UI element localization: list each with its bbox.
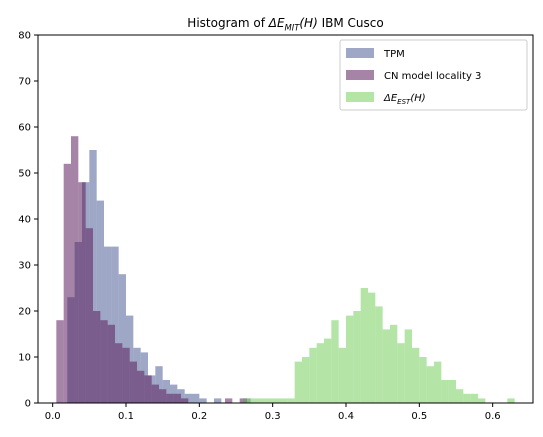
bar-series2-bin5 xyxy=(280,398,288,403)
bar-series2-bin8 xyxy=(302,357,310,403)
y-tick-label: 30 xyxy=(18,261,31,272)
y-axis: 0 10 20 30 40 50 60 70 80 xyxy=(18,31,38,410)
bar-series0-bin6 xyxy=(96,200,104,403)
bar-series1-bin4 xyxy=(85,228,93,403)
bar-series2-bin27 xyxy=(441,380,449,403)
legend-label: CN model locality 3 xyxy=(384,71,481,82)
bar-series1-bin7 xyxy=(107,324,115,403)
bar-series2-bin28 xyxy=(448,380,456,403)
bar-series2-bin24 xyxy=(419,357,427,403)
y-tick-label: 10 xyxy=(18,353,31,364)
x-tick-label: 0.4 xyxy=(338,411,354,422)
legend-label: TPM xyxy=(383,49,405,60)
bar-series2-bin2 xyxy=(258,398,266,403)
bar-series2-bin3 xyxy=(265,398,273,403)
bar-series1-bin13 xyxy=(151,384,159,403)
bar-series2-bin7 xyxy=(294,361,302,403)
bar-series2-bin16 xyxy=(360,288,368,403)
chart-title: Histogram of ΔEMIT(H) IBM Cusco xyxy=(187,16,383,33)
x-tick-label: 0.2 xyxy=(191,411,207,422)
x-axis: 0.0 0.1 0.2 0.3 0.4 0.5 0.6 xyxy=(45,403,501,422)
bar-series1-bin17 xyxy=(181,398,189,403)
y-tick-label: 20 xyxy=(18,307,31,318)
bar-series2-bin9 xyxy=(309,347,317,403)
bar-series2-bin0 xyxy=(243,398,251,403)
bar-series2-bin12 xyxy=(331,320,339,403)
bar-series2-bin33 xyxy=(507,398,515,403)
bar-series0-bin22 xyxy=(214,398,222,403)
bar-series2-bin31 xyxy=(470,393,478,403)
y-tick-label: 70 xyxy=(18,77,31,88)
x-tick-label: 0.0 xyxy=(45,411,61,422)
legend-swatch xyxy=(346,92,374,102)
y-tick-label: 80 xyxy=(18,31,31,42)
bar-series2-bin18 xyxy=(375,306,383,403)
y-tick-label: 50 xyxy=(18,169,31,180)
y-tick-label: 40 xyxy=(18,215,31,226)
bar-series2-bin25 xyxy=(426,366,434,403)
bar-series2-bin13 xyxy=(338,347,346,403)
x-tick-label: 0.3 xyxy=(265,411,281,422)
bar-series1-bin8 xyxy=(115,343,123,403)
bar-series1-bin0 xyxy=(56,320,64,403)
x-tick-label: 0.5 xyxy=(411,411,427,422)
bar-series2-bin21 xyxy=(397,343,405,403)
bar-series1-bin6 xyxy=(100,320,108,403)
bar-series2-bin1 xyxy=(250,398,258,403)
x-tick-label: 0.1 xyxy=(118,411,134,422)
bar-series0-bin19 xyxy=(192,393,200,403)
bar-series1-bin16 xyxy=(173,393,181,403)
bar-series1-bin12 xyxy=(144,375,152,403)
x-tick-label: 0.6 xyxy=(485,411,501,422)
bar-series1-bin2 xyxy=(71,136,79,403)
bar-series1-bin1 xyxy=(63,163,71,403)
bar-series2-bin15 xyxy=(353,311,361,403)
y-tick-label: 60 xyxy=(18,123,31,134)
legend-swatch xyxy=(346,48,374,58)
bar-series2-bin23 xyxy=(412,347,420,403)
bar-series0-bin18 xyxy=(184,393,192,403)
legend-box xyxy=(339,39,528,111)
bar-series1-bin18 xyxy=(225,398,233,403)
legend: TPM CN model locality 3 ΔEEST(H) xyxy=(339,39,528,111)
bar-series2-bin10 xyxy=(316,343,324,403)
bar-series2-bin17 xyxy=(368,292,376,403)
y-tick-label: 0 xyxy=(25,399,31,410)
bar-series1-bin3 xyxy=(78,182,86,403)
bar-series1-bin14 xyxy=(159,389,167,403)
bar-series2-bin20 xyxy=(390,324,398,403)
bar-series2-bin29 xyxy=(456,389,464,403)
bar-series2-bin32 xyxy=(478,398,486,403)
bars-layer xyxy=(56,136,515,403)
bar-series2-bin14 xyxy=(346,315,354,403)
bar-series1-bin15 xyxy=(166,393,174,403)
bar-series2-bin30 xyxy=(463,393,471,403)
bar-series2-bin19 xyxy=(382,329,390,403)
bar-series1-bin9 xyxy=(122,347,130,403)
bar-series0-bin20 xyxy=(199,398,207,403)
legend-label: ΔEEST(H) xyxy=(383,93,426,106)
bar-series2-bin11 xyxy=(324,338,332,403)
bar-series0-bin15 xyxy=(162,380,170,403)
bar-series1-bin5 xyxy=(93,311,101,403)
bar-series2-bin6 xyxy=(287,398,295,403)
bar-series0-bin9 xyxy=(118,274,126,403)
bar-series2-bin26 xyxy=(434,361,442,403)
legend-swatch xyxy=(346,70,374,80)
bar-series1-bin11 xyxy=(137,370,145,403)
bar-series1-bin10 xyxy=(129,361,137,403)
bar-series2-bin22 xyxy=(404,329,412,403)
bar-series2-bin4 xyxy=(272,398,280,403)
